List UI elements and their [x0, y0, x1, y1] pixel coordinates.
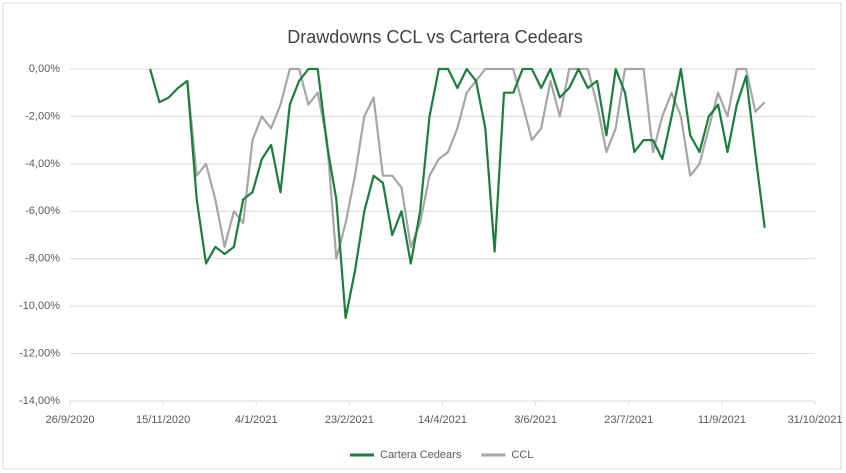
- legend-label: CCL: [511, 449, 533, 461]
- x-tick-label: 11/9/2021: [698, 414, 746, 426]
- series-line: [149, 67, 766, 320]
- y-tick-label: -12,00%: [19, 347, 60, 359]
- x-tick-label: 15/11/2020: [136, 414, 190, 426]
- y-tick-label: -6,00%: [25, 205, 60, 217]
- x-tick-label: 14/4/2021: [418, 414, 467, 426]
- y-tick-label: -4,00%: [25, 158, 60, 170]
- x-tick-label: 23/7/2021: [604, 414, 653, 426]
- legend-label: Cartera Cedears: [380, 449, 462, 461]
- y-tick-label: -8,00%: [25, 253, 60, 265]
- x-tick-label: 4/1/2021: [235, 414, 278, 426]
- y-tick-label: -2,00%: [25, 110, 60, 122]
- y-tick-label: 0,00%: [29, 63, 60, 75]
- chart-title: Drawdowns CCL vs Cartera Cedears: [287, 27, 582, 47]
- x-tick-label: 26/9/2020: [46, 414, 95, 426]
- y-tick-label: -10,00%: [19, 300, 60, 312]
- y-tick-label: -14,00%: [19, 395, 60, 407]
- x-tick-label: 31/10/2021: [787, 414, 842, 426]
- x-tick-label: 23/2/2021: [325, 414, 374, 426]
- x-tick-label: 3/6/2021: [514, 414, 557, 426]
